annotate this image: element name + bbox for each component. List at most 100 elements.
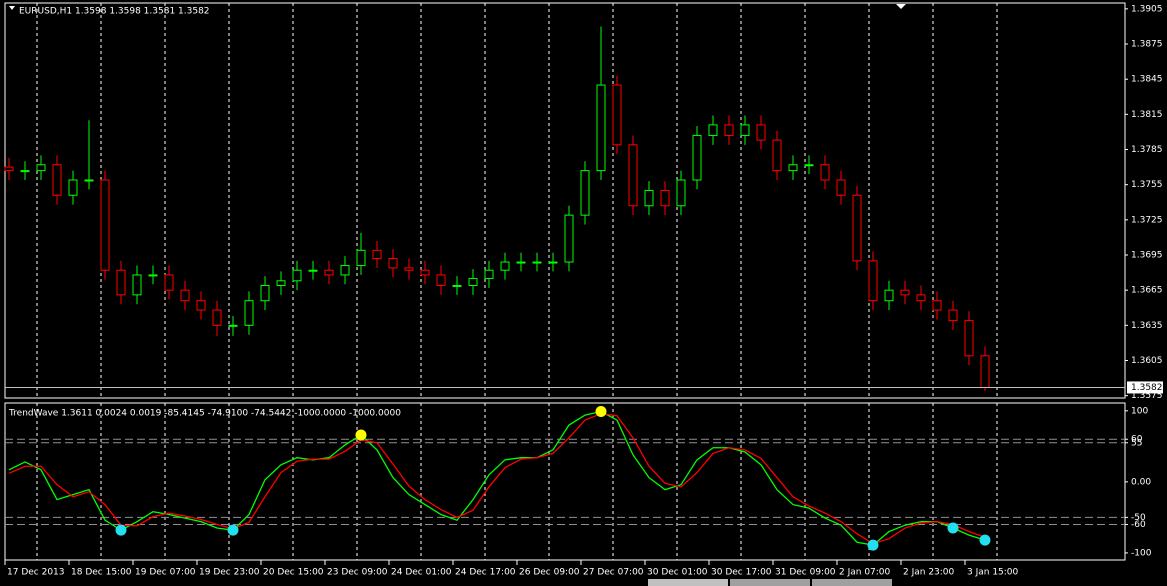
y-tick-label: 1.3695 bbox=[1131, 251, 1163, 261]
candle-body bbox=[980, 355, 990, 388]
y-tick-label: 100 bbox=[1131, 406, 1148, 416]
tab[interactable] bbox=[812, 579, 892, 586]
y-tick-label: 1.3755 bbox=[1131, 180, 1163, 190]
candle-body bbox=[36, 164, 46, 172]
candle-body bbox=[820, 164, 830, 181]
x-tick-label: 2 Jan 07:00 bbox=[839, 568, 891, 578]
x-tick-label: 30 Dec 01:00 bbox=[647, 568, 708, 578]
candle-body bbox=[148, 274, 158, 277]
candle-body bbox=[596, 84, 606, 172]
x-tick-label: 19 Dec 07:00 bbox=[135, 568, 196, 578]
x-tick-label: 27 Dec 07:00 bbox=[583, 568, 644, 578]
candle-body bbox=[84, 179, 94, 182]
x-tick-label: 24 Dec 01:00 bbox=[391, 568, 452, 578]
candle-body bbox=[20, 170, 30, 173]
signal-dot bbox=[947, 522, 959, 534]
x-tick-label: 2 Jan 23:00 bbox=[903, 568, 955, 578]
candle-body bbox=[548, 261, 558, 264]
shift-marker[interactable] bbox=[896, 4, 906, 9]
candle-body bbox=[420, 269, 430, 276]
candle-body bbox=[692, 134, 702, 181]
tab[interactable] bbox=[730, 579, 810, 586]
x-tick-label: 19 Dec 23:00 bbox=[199, 568, 260, 578]
candle-body bbox=[964, 320, 974, 357]
candle-body bbox=[884, 289, 894, 302]
y-tick-label: 55 bbox=[1131, 438, 1142, 448]
x-tick-label: 24 Dec 17:00 bbox=[455, 568, 516, 578]
x-tick-label: 18 Dec 15:00 bbox=[71, 568, 132, 578]
candle-body bbox=[260, 284, 270, 302]
candle-body bbox=[756, 124, 766, 141]
y-tick-label: 1.3575 bbox=[1131, 391, 1163, 401]
y-tick-label: 1.3845 bbox=[1131, 75, 1163, 85]
candle-body bbox=[564, 214, 574, 263]
candle-body bbox=[68, 179, 78, 196]
candle-body bbox=[436, 274, 446, 286]
candle-body bbox=[100, 179, 110, 271]
candle-body bbox=[932, 300, 942, 311]
candle-body bbox=[116, 269, 126, 296]
y-tick-label: 1.3665 bbox=[1131, 286, 1163, 296]
tab[interactable] bbox=[648, 579, 728, 586]
indicator-line bbox=[8, 412, 986, 545]
signal-dot bbox=[595, 406, 607, 418]
candle-body bbox=[196, 300, 206, 311]
candle-body bbox=[452, 284, 462, 287]
candle-body bbox=[340, 265, 350, 276]
signal-dot bbox=[115, 524, 127, 536]
candle-body bbox=[868, 260, 878, 302]
y-tick-label: 1.3785 bbox=[1131, 145, 1163, 155]
x-tick-label: 3 Jan 15:00 bbox=[967, 568, 1019, 578]
y-tick-label: -100 bbox=[1131, 548, 1152, 558]
candle-body bbox=[404, 267, 414, 271]
chart-title: EURUSD,H1 1.3598 1.3598 1.3581 1.3582 bbox=[19, 7, 210, 17]
candle-body bbox=[468, 277, 478, 286]
x-tick-label: 20 Dec 15:00 bbox=[263, 568, 324, 578]
candle-body bbox=[628, 144, 638, 207]
y-tick-label: 1.3875 bbox=[1131, 40, 1163, 50]
candle-body bbox=[4, 166, 14, 172]
candle-body bbox=[676, 179, 686, 207]
candle-body bbox=[804, 164, 814, 167]
y-tick-label: 1.3725 bbox=[1131, 215, 1163, 225]
candle-body bbox=[772, 139, 782, 172]
indicator-line bbox=[8, 410, 986, 546]
candle-body bbox=[244, 300, 254, 326]
candle-body bbox=[388, 258, 398, 269]
candle-body bbox=[724, 124, 734, 136]
y-tick-label: 1.3815 bbox=[1131, 110, 1163, 120]
signal-dot bbox=[227, 524, 239, 536]
y-tick-label: 1.3605 bbox=[1131, 356, 1163, 366]
candle-body bbox=[916, 294, 926, 302]
candle-body bbox=[308, 269, 318, 272]
signal-dot bbox=[355, 429, 367, 441]
price-panel bbox=[4, 2, 1126, 399]
candle-body bbox=[852, 194, 862, 262]
signal-dot bbox=[979, 534, 991, 546]
menu-arrow[interactable] bbox=[9, 6, 15, 10]
candle-body bbox=[740, 124, 750, 136]
candle-body bbox=[644, 190, 654, 207]
candle-body bbox=[660, 190, 670, 207]
y-tick-label: 0.00 bbox=[1131, 477, 1151, 487]
x-tick-label: 26 Dec 09:00 bbox=[519, 568, 580, 578]
x-tick-label: 17 Dec 2013 bbox=[7, 568, 65, 578]
candle-body bbox=[372, 249, 382, 260]
candle-body bbox=[500, 261, 510, 271]
candle-body bbox=[180, 289, 190, 302]
candle-body bbox=[532, 261, 542, 264]
y-tick-label: -60 bbox=[1131, 520, 1146, 530]
x-tick-label: 31 Dec 09:00 bbox=[775, 568, 836, 578]
candle-body bbox=[324, 269, 334, 276]
signal-dot bbox=[867, 539, 879, 551]
x-tick-label: 30 Dec 17:00 bbox=[711, 568, 772, 578]
candle-body bbox=[132, 274, 142, 296]
candle-body bbox=[356, 249, 366, 267]
candle-body bbox=[212, 309, 222, 326]
price-label: 1.3582 bbox=[1131, 383, 1163, 393]
candle-body bbox=[788, 164, 798, 172]
price-label-box bbox=[1127, 381, 1163, 394]
candle-body bbox=[580, 170, 590, 216]
